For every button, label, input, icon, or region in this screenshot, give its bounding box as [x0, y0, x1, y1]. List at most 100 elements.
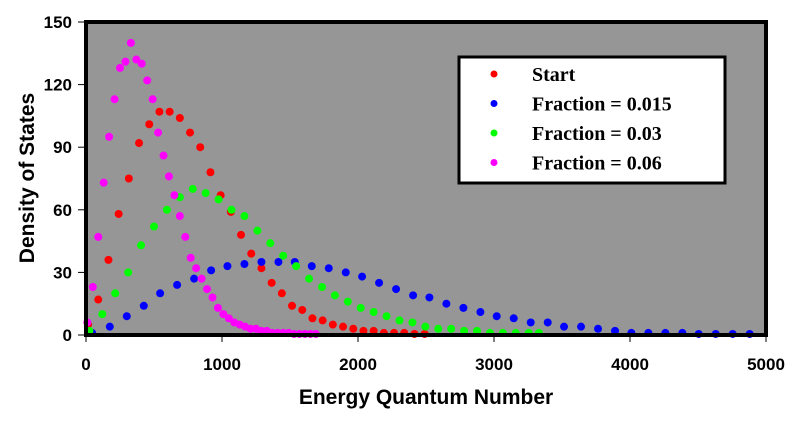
data-point: [104, 255, 113, 264]
data-point: [266, 239, 275, 248]
data-point: [442, 299, 451, 308]
data-point: [126, 38, 135, 47]
data-point: [122, 312, 131, 321]
legend-marker: [490, 159, 498, 166]
x-tick-label: 1000: [203, 355, 241, 374]
legend-label: Fraction = 0.015: [532, 94, 672, 116]
data-point: [526, 318, 535, 327]
data-point: [349, 324, 358, 333]
data-point: [318, 316, 327, 325]
data-point: [213, 303, 222, 312]
data-point: [207, 266, 216, 275]
data-point: [88, 283, 97, 292]
data-point: [170, 191, 179, 200]
data-point: [175, 212, 184, 221]
data-point: [240, 260, 249, 269]
data-point: [330, 291, 339, 300]
data-point: [421, 322, 430, 331]
x-tick-label: 0: [81, 355, 90, 374]
plot-frame: [84, 20, 768, 337]
data-point: [307, 262, 316, 271]
data-point: [124, 268, 133, 277]
legend-marker: [490, 129, 498, 137]
data-point: [214, 195, 223, 204]
data-point: [219, 310, 228, 319]
data-point: [409, 291, 418, 300]
data-point: [181, 232, 190, 241]
data-point: [509, 314, 518, 323]
data-point: [328, 320, 337, 329]
data-point: [203, 285, 212, 294]
data-point: [137, 241, 146, 250]
legend-marker: [490, 70, 498, 78]
data-point: [99, 178, 108, 187]
data-point: [208, 293, 217, 302]
legend-label: Start: [532, 64, 576, 86]
data-point: [492, 312, 501, 321]
y-tick-label: 90: [53, 138, 72, 157]
data-point: [237, 230, 246, 239]
data-point: [447, 324, 456, 333]
data-point: [359, 326, 368, 335]
data-point: [594, 324, 603, 333]
data-point: [358, 272, 367, 281]
data-point: [356, 303, 365, 312]
data-point: [434, 324, 443, 333]
data-point: [425, 293, 434, 302]
data-point: [543, 318, 552, 327]
data-point: [175, 113, 184, 122]
data-point: [392, 285, 401, 294]
data-point: [206, 168, 215, 177]
data-point: [257, 264, 266, 273]
y-tick-label: 150: [44, 13, 72, 32]
data-point: [197, 274, 206, 283]
x-axis-title: Energy Quantum Number: [299, 386, 553, 409]
data-point: [369, 308, 378, 317]
data-point: [317, 283, 326, 292]
data-point: [375, 278, 384, 287]
data-point: [165, 107, 174, 116]
y-tick-label: 0: [63, 326, 72, 345]
data-point: [223, 262, 232, 271]
data-point: [257, 257, 266, 266]
data-point: [132, 55, 141, 64]
data-point: [277, 289, 286, 298]
data-point: [116, 63, 124, 72]
data-point: [298, 305, 307, 314]
data-point: [253, 226, 262, 235]
data-point: [279, 251, 288, 260]
data-point: [188, 184, 197, 193]
data-point: [105, 132, 114, 141]
data-point: [98, 310, 107, 319]
x-tick-label: 4000: [611, 355, 649, 374]
data-point: [267, 278, 276, 287]
x-tick-label: 5000: [747, 355, 785, 374]
data-point: [343, 297, 352, 306]
y-tick-label: 60: [53, 201, 72, 220]
data-point: [339, 322, 348, 331]
data-point: [94, 232, 103, 241]
data-point: [341, 268, 350, 277]
data-point: [156, 289, 165, 298]
data-point: [459, 303, 468, 312]
data-point: [408, 318, 417, 327]
y-axis-ticks: 0 30 60 90 120 150: [44, 13, 86, 345]
data-point: [186, 253, 195, 262]
legend-label: Fraction = 0.06: [532, 153, 662, 175]
data-point: [611, 326, 620, 335]
data-point: [274, 257, 283, 266]
data-point: [145, 120, 154, 129]
data-point: [560, 322, 569, 331]
x-tick-label: 2000: [339, 355, 377, 374]
data-point: [111, 289, 120, 298]
data-point: [324, 264, 333, 273]
y-tick-label: 30: [53, 263, 72, 282]
data-point: [577, 322, 586, 331]
data-point: [162, 205, 171, 214]
data-point: [173, 280, 182, 289]
data-point: [139, 301, 148, 310]
data-point: [288, 301, 297, 310]
legend: Start Fraction = 0.015 Fraction = 0.03 Frac…: [457, 55, 727, 185]
data-point: [369, 326, 378, 335]
data-point: [121, 57, 130, 66]
